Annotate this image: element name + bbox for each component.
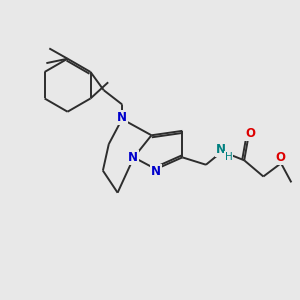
Text: O: O <box>245 127 255 140</box>
Text: N: N <box>128 151 138 164</box>
Text: O: O <box>275 152 285 164</box>
Text: H: H <box>225 152 232 162</box>
Text: N: N <box>216 143 226 156</box>
Text: N: N <box>117 111 127 124</box>
Text: N: N <box>151 165 161 178</box>
